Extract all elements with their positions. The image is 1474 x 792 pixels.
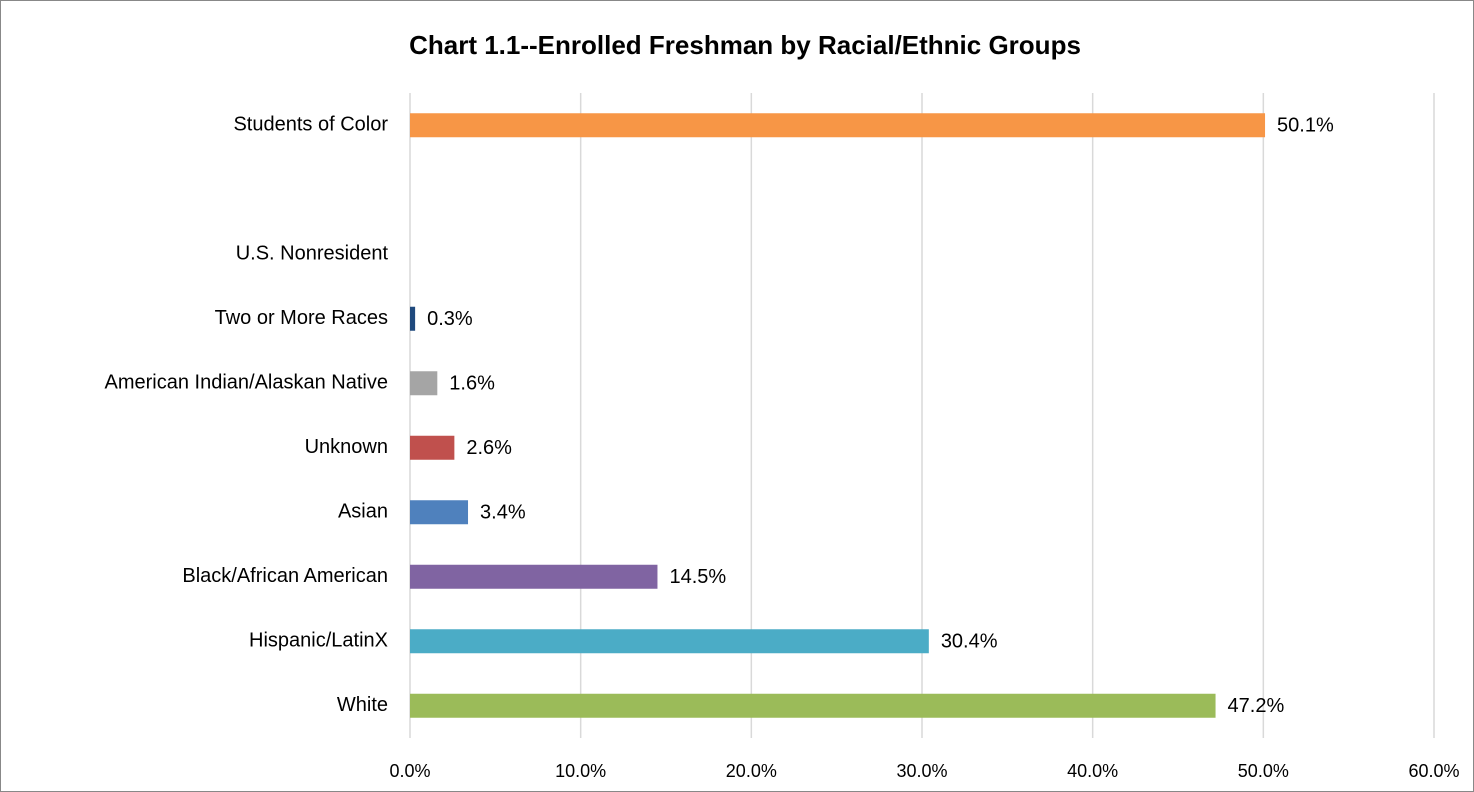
x-tick-label: 20.0% bbox=[726, 761, 777, 781]
y-tick-label: White bbox=[337, 694, 388, 716]
bar bbox=[410, 306, 416, 331]
y-tick-label: Hispanic/LatinX bbox=[249, 630, 388, 652]
bar bbox=[410, 693, 1216, 718]
data-label: 50.1% bbox=[1277, 115, 1334, 137]
data-label: 30.4% bbox=[941, 631, 998, 653]
bar bbox=[410, 371, 438, 396]
y-tick-label: U.S. Nonresident bbox=[236, 243, 389, 265]
x-tick-label: 60.0% bbox=[1408, 761, 1459, 781]
y-tick-label: Unknown bbox=[305, 436, 388, 458]
bar bbox=[410, 500, 469, 525]
data-label: 47.2% bbox=[1228, 695, 1285, 717]
data-label: 3.4% bbox=[480, 502, 526, 524]
bar bbox=[410, 629, 929, 654]
y-tick-label: Black/African American bbox=[182, 565, 388, 587]
x-tick-label: 10.0% bbox=[555, 761, 606, 781]
y-tick-label: Two or More Races bbox=[215, 307, 388, 329]
data-label: 14.5% bbox=[669, 566, 726, 588]
y-tick-label: Asian bbox=[338, 501, 388, 523]
data-label: 2.6% bbox=[466, 437, 512, 459]
x-tick-label: 50.0% bbox=[1238, 761, 1289, 781]
bar bbox=[410, 113, 1266, 138]
data-label: 1.6% bbox=[449, 373, 495, 395]
y-tick-label: American Indian/Alaskan Native bbox=[105, 372, 388, 394]
chart-title: Chart 1.1--Enrolled Freshman by Racial/E… bbox=[409, 30, 1081, 60]
y-tick-label: Students of Color bbox=[233, 114, 388, 136]
x-tick-label: 0.0% bbox=[389, 761, 430, 781]
x-tick-label: 30.0% bbox=[896, 761, 947, 781]
bar bbox=[410, 564, 658, 589]
bar bbox=[410, 435, 455, 460]
data-label: 0.3% bbox=[427, 308, 473, 330]
x-tick-label: 40.0% bbox=[1067, 761, 1118, 781]
